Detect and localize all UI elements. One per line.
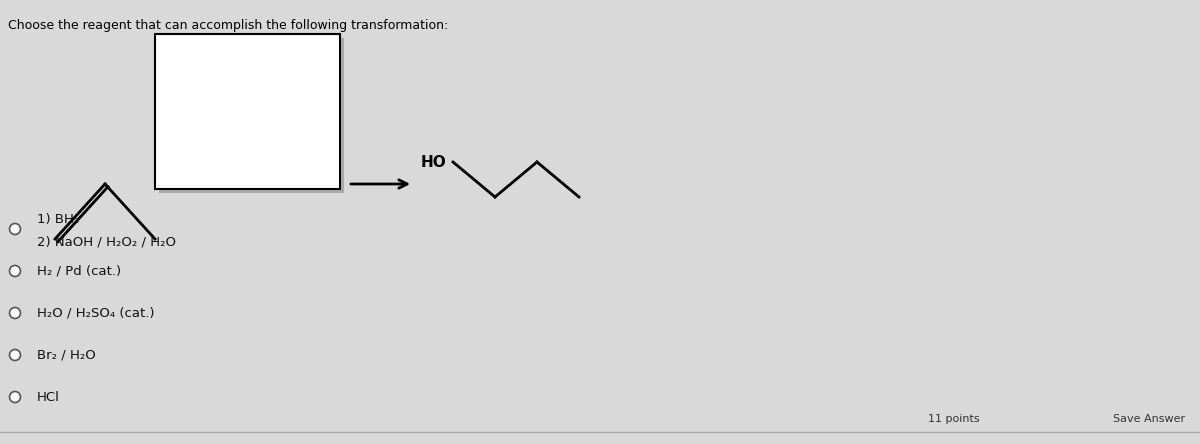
Text: HCl: HCl — [37, 391, 60, 404]
Circle shape — [10, 349, 20, 361]
Text: 11 points: 11 points — [929, 414, 980, 424]
Bar — [155, 34, 340, 189]
Text: HO: HO — [421, 155, 446, 170]
Circle shape — [10, 308, 20, 318]
Text: Choose the reagent that can accomplish the following transformation:: Choose the reagent that can accomplish t… — [8, 19, 449, 32]
Text: Br₂ / H₂O: Br₂ / H₂O — [37, 349, 96, 361]
Text: H₂ / Pd (cat.): H₂ / Pd (cat.) — [37, 265, 121, 278]
Text: 1) BH₃: 1) BH₃ — [37, 213, 79, 226]
Circle shape — [10, 223, 20, 234]
Circle shape — [10, 392, 20, 403]
Text: 2) NaOH / H₂O₂ / H₂O: 2) NaOH / H₂O₂ / H₂O — [37, 235, 176, 249]
Text: H₂O / H₂SO₄ (cat.): H₂O / H₂SO₄ (cat.) — [37, 306, 155, 320]
Circle shape — [10, 266, 20, 277]
Bar — [158, 38, 344, 193]
Text: Save Answer: Save Answer — [1112, 414, 1186, 424]
